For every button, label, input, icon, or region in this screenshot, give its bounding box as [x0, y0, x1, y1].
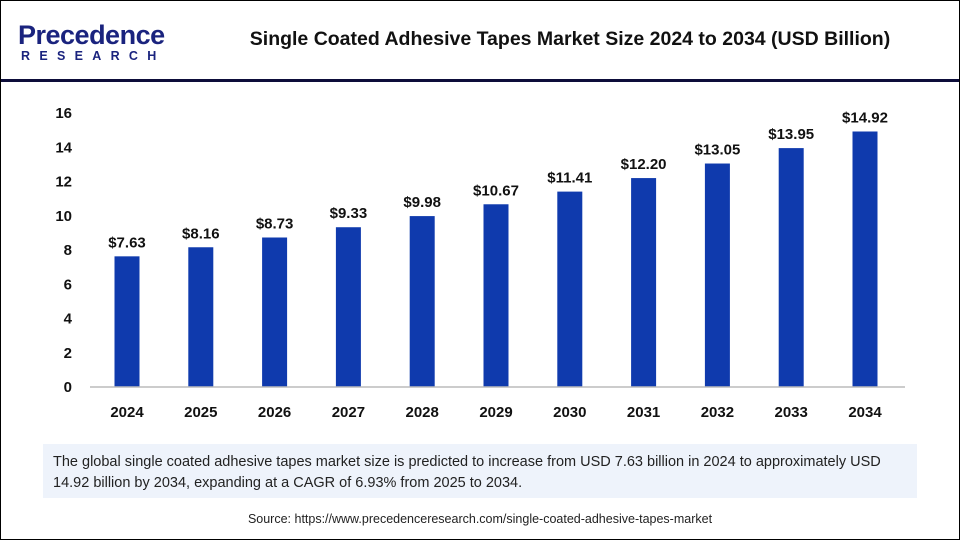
- bar-2025: [188, 247, 214, 387]
- bar-2026: [262, 237, 288, 387]
- x-tick-label: 2026: [258, 404, 291, 421]
- y-tick-label: 10: [55, 208, 72, 225]
- chart-title: Single Coated Adhesive Tapes Market Size…: [249, 28, 891, 50]
- x-tick-label: 2024: [110, 404, 144, 421]
- data-label: $13.95: [768, 126, 814, 143]
- data-label: $7.63: [108, 234, 146, 251]
- bar-2033: [778, 148, 804, 387]
- data-label: $9.33: [330, 205, 368, 222]
- header-divider: [1, 79, 959, 82]
- bar-2029: [483, 204, 509, 387]
- bar-2024: [114, 256, 140, 387]
- data-label: $12.20: [621, 156, 667, 173]
- data-label: $8.16: [182, 225, 220, 242]
- bar-2034: [852, 131, 878, 387]
- data-label: $8.73: [256, 215, 294, 232]
- y-tick-label: 12: [55, 174, 72, 191]
- y-tick-label: 14: [55, 139, 72, 156]
- x-tick-label: 2031: [627, 404, 660, 421]
- logo-sub: RESEARCH: [21, 49, 166, 63]
- bar-chart: 0 2 4 6 8 10 12 14 16 $7.63 2024 $8.16 2025 $8.73 2026…: [55, 105, 905, 421]
- x-tick-label: 2028: [406, 404, 439, 421]
- summary-note: The global single coated adhesive tapes …: [43, 444, 917, 498]
- y-tick-label: 0: [64, 379, 72, 396]
- y-tick-label: 4: [64, 311, 73, 328]
- data-label: $9.98: [403, 194, 441, 211]
- y-tick-label: 6: [64, 276, 72, 293]
- bar-2028: [409, 216, 435, 387]
- data-label: $14.92: [842, 109, 888, 126]
- x-tick-label: 2030: [553, 404, 586, 421]
- data-label: $10.67: [473, 182, 519, 199]
- data-label: $11.41: [547, 170, 592, 187]
- y-tick-label: 2: [64, 345, 72, 362]
- x-tick-label: 2027: [332, 404, 365, 421]
- x-tick-label: 2033: [775, 404, 808, 421]
- x-tick-label: 2029: [479, 404, 512, 421]
- y-tick-label: 16: [55, 105, 72, 122]
- bar-2031: [631, 178, 657, 387]
- x-tick-label: 2025: [184, 404, 217, 421]
- source-text: Source: https://www.precedenceresearch.c…: [247, 512, 713, 526]
- y-tick-label: 8: [64, 242, 72, 259]
- bar-2030: [557, 191, 583, 387]
- x-tick-label: 2032: [701, 404, 734, 421]
- bar-2032: [704, 163, 730, 387]
- data-label: $13.05: [694, 142, 740, 159]
- logo: Precedence RESEARCH: [18, 20, 165, 63]
- bar-2027: [335, 227, 361, 387]
- logo-main: Precedence: [18, 20, 165, 50]
- x-tick-label: 2034: [848, 404, 882, 421]
